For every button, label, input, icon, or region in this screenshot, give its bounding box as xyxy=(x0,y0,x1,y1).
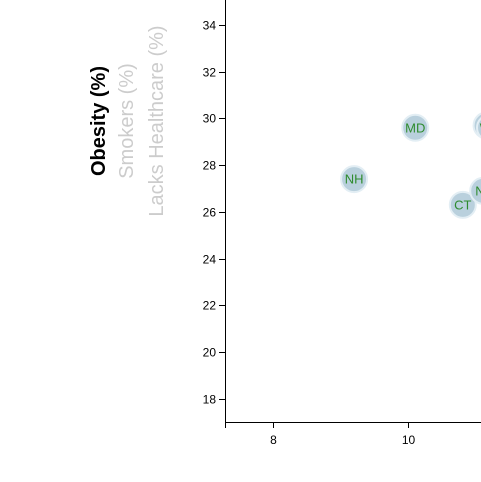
y-tick-label: 30 xyxy=(203,112,217,126)
y-tick-label: 24 xyxy=(203,253,217,267)
data-point-label: MD xyxy=(405,120,425,135)
y-tick-label: 20 xyxy=(203,346,217,360)
y-label-lacks-healthcare[interactable]: Lacks Healthcare (%) xyxy=(146,25,168,216)
y-tick-label: 18 xyxy=(203,393,217,407)
data-point xyxy=(340,165,369,194)
plot-area: MDNHCTNJMAWA xyxy=(340,112,481,219)
x-tick-label: 10 xyxy=(402,433,416,447)
y-label-smokers[interactable]: Smokers (%) xyxy=(116,63,138,179)
x-axis: 8 10 xyxy=(225,422,481,447)
data-point-label: NJ xyxy=(475,183,481,198)
data-point-label: WA xyxy=(480,120,481,135)
y-tick-label: 28 xyxy=(203,159,217,173)
data-point-label: NH xyxy=(345,172,364,187)
y-tick-label: 22 xyxy=(203,299,217,313)
x-tick-label: 8 xyxy=(270,433,277,447)
y-tick-label: 26 xyxy=(203,206,217,220)
y-axis-labels: Obesity (%) Smokers (%) Lacks Healthcare… xyxy=(88,25,168,216)
data-point xyxy=(448,190,477,219)
y-tick-label: 32 xyxy=(203,66,217,80)
data-point xyxy=(476,117,481,139)
data-point-label: CT xyxy=(454,197,471,212)
y-axis: 18 20 22 24 26 28 30 32 34 xyxy=(203,0,226,422)
data-point xyxy=(401,113,430,142)
data-point xyxy=(469,176,481,205)
y-tick-label: 34 xyxy=(203,19,217,33)
y-label-obesity[interactable]: Obesity (%) xyxy=(88,66,110,176)
